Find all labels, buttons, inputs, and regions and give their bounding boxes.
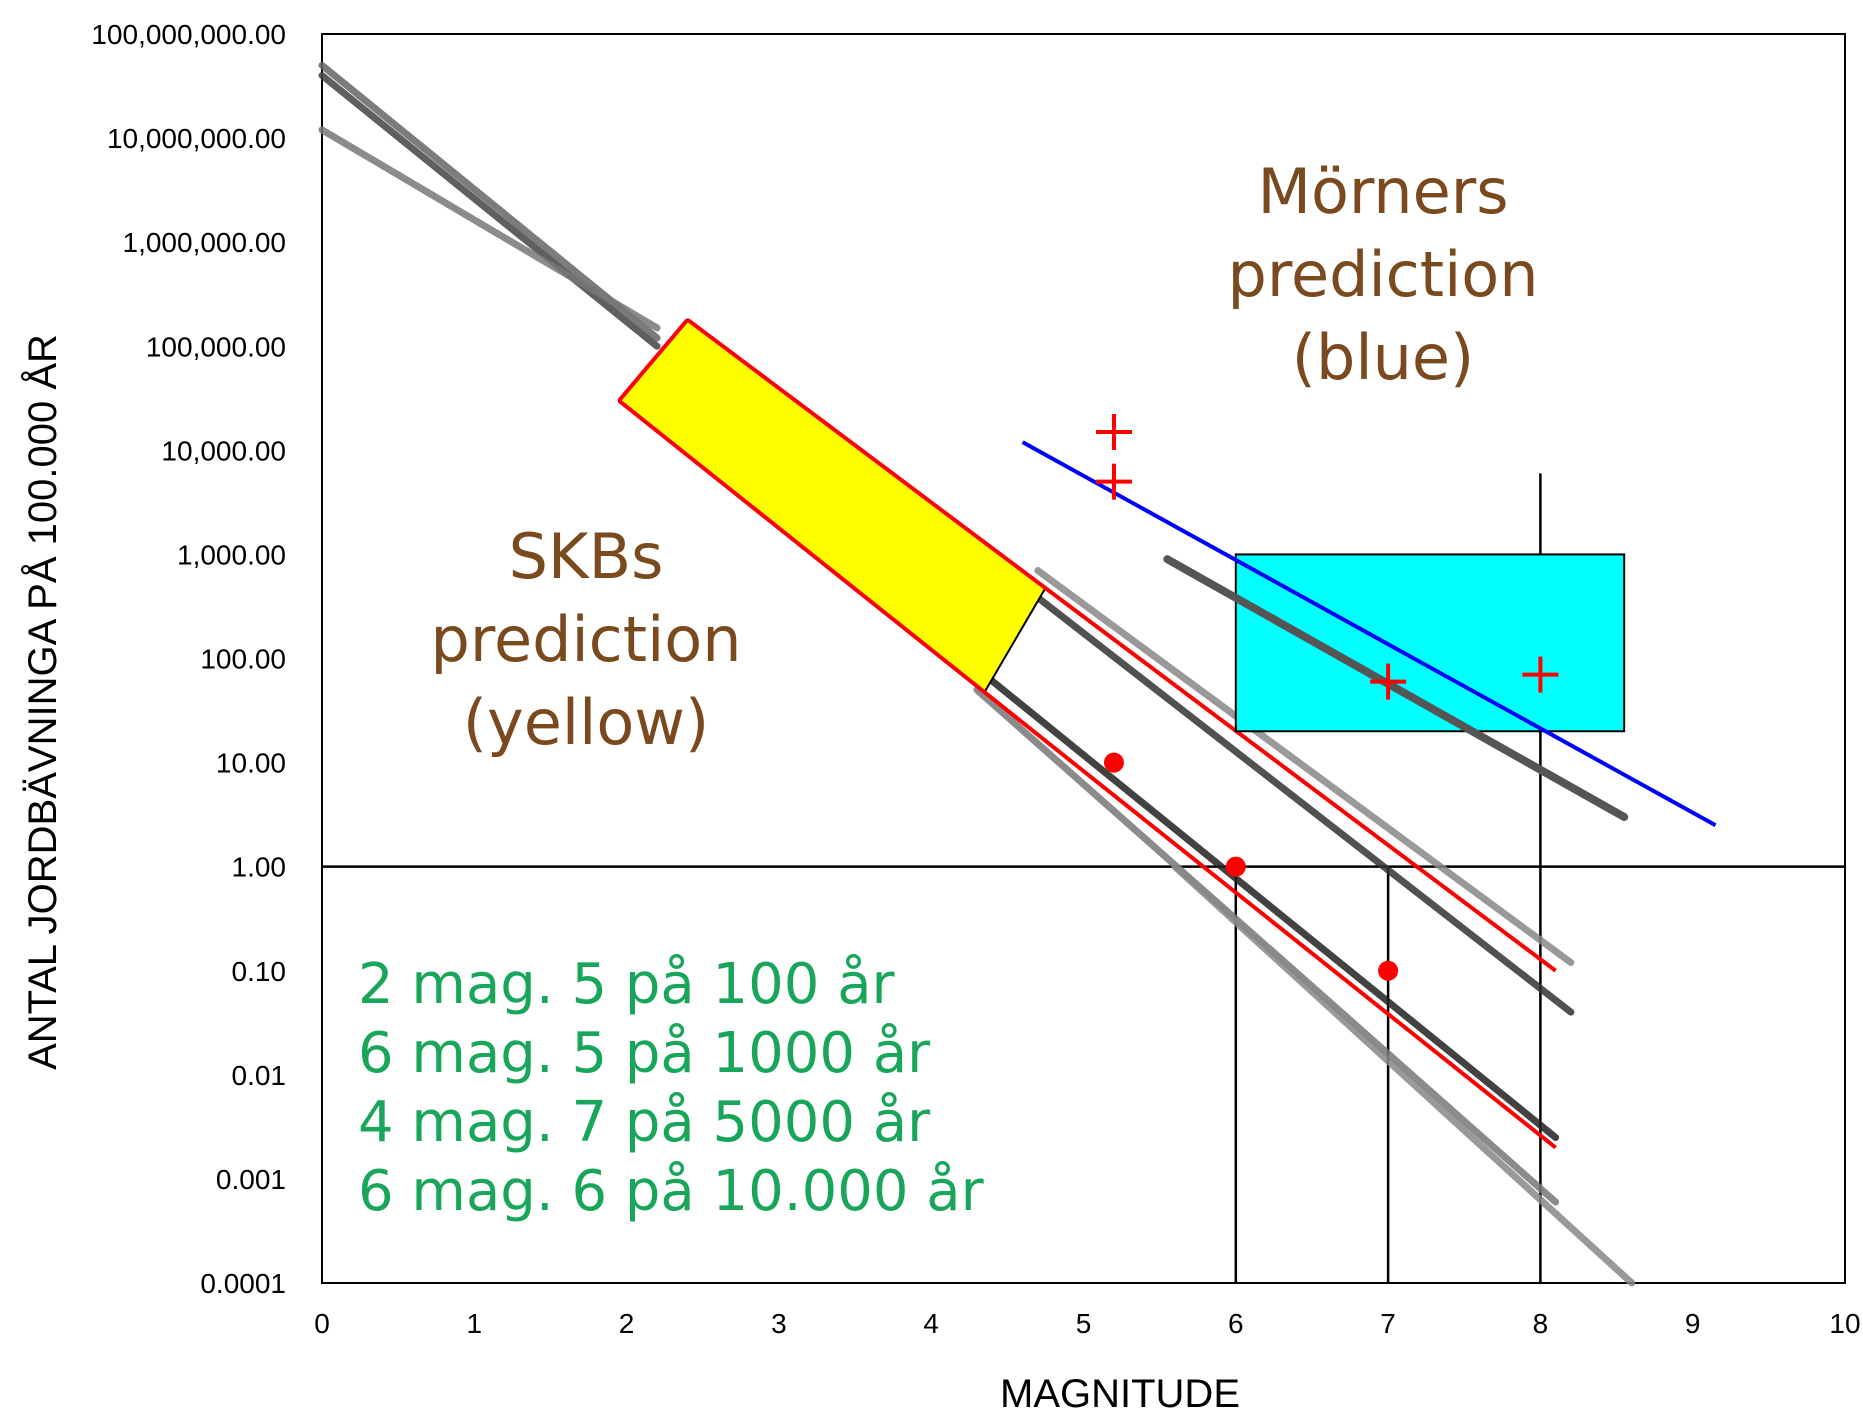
gray-lines-layer bbox=[318, 61, 1636, 1287]
y-tick-label: 100,000,000.00 bbox=[91, 19, 286, 50]
x-tick-label-7: 7 bbox=[1380, 1308, 1396, 1339]
morner-annotation: Mörners prediction (blue) bbox=[1227, 155, 1538, 394]
y-tick-label: 1,000,000.00 bbox=[123, 227, 287, 258]
skb-band-lower-edge bbox=[617, 399, 1557, 1150]
y-tick-label: 0.10 bbox=[232, 956, 287, 987]
gray-line-0 bbox=[318, 71, 661, 350]
red-cross-1 bbox=[1095, 463, 1132, 500]
morner-annotation-line-3: (blue) bbox=[1292, 321, 1474, 394]
y-tick-label: 10,000.00 bbox=[161, 435, 286, 466]
red-cross-0 bbox=[1095, 414, 1132, 451]
y-tick-label: 10,000,000.00 bbox=[107, 123, 286, 154]
gray-line-6 bbox=[1034, 567, 1575, 967]
x-axis-title: MAGNITUDE bbox=[1000, 1372, 1240, 1416]
morner-annotation-line-1: Mörners bbox=[1257, 155, 1508, 228]
gray-line-2 bbox=[318, 126, 661, 332]
y-tick-label: 100,000.00 bbox=[146, 331, 286, 362]
green-annotation-line-2: 6 mag. 5 på 1000 år bbox=[358, 1021, 931, 1086]
y-tick-label: 0.01 bbox=[232, 1060, 287, 1091]
skb-annotation-line-1: SKBs bbox=[509, 520, 664, 593]
y-axis-title: ANTAL JORDBÄVNINGA PÅ 100.000 ÅR bbox=[20, 334, 65, 1070]
skb-annotation-line-2: prediction bbox=[430, 603, 741, 676]
red-dot-2 bbox=[1378, 960, 1399, 981]
ticks-layer: 0 1 2 3 4 5 6 7 8 9 10 100,000,000.00 10,000,000.00 1… bbox=[91, 19, 1860, 1339]
red-dot-1 bbox=[1225, 856, 1246, 877]
y-tick-label: 1,000.00 bbox=[177, 539, 286, 570]
y-tick-label: 0.001 bbox=[216, 1164, 286, 1195]
morner-dark-line bbox=[1163, 555, 1629, 822]
green-annotation-line-3: 4 mag. 7 på 5000 år bbox=[358, 1090, 931, 1155]
skb-band-start-edge bbox=[617, 318, 690, 402]
green-annotation: 2 mag. 5 på 100 år 6 mag. 5 på 1000 år 4… bbox=[358, 952, 985, 1224]
markers-layer bbox=[1095, 414, 1559, 981]
gray-line-3 bbox=[973, 665, 1560, 1141]
x-tick-label-5: 5 bbox=[1076, 1308, 1092, 1339]
red-cross-3 bbox=[1522, 656, 1559, 693]
x-tick-label-4: 4 bbox=[923, 1308, 939, 1339]
plot-frame bbox=[321, 33, 1846, 1284]
x-tick-label-10: 10 bbox=[1829, 1308, 1860, 1339]
x-tick-label-3: 3 bbox=[771, 1308, 787, 1339]
y-tick-label: 1.00 bbox=[232, 852, 287, 883]
gray-line-5 bbox=[1019, 582, 1575, 1016]
morner-prediction-line bbox=[1021, 440, 1717, 827]
green-annotation-line-4: 6 mag. 6 på 10.000 år bbox=[358, 1159, 985, 1224]
x-tick-label-8: 8 bbox=[1533, 1308, 1549, 1339]
cyan-box bbox=[1234, 553, 1626, 733]
skb-band-upper-edge bbox=[686, 318, 1557, 973]
x-tick-label-2: 2 bbox=[619, 1308, 635, 1339]
red-cross-2 bbox=[1370, 663, 1407, 700]
gray-line-7 bbox=[1171, 863, 1636, 1287]
morner-annotation-line-2: prediction bbox=[1227, 238, 1538, 311]
red-dot-0 bbox=[1103, 752, 1124, 773]
y-tick-label: 10.00 bbox=[216, 748, 286, 779]
skb-annotation-line-3: (yellow) bbox=[463, 686, 709, 759]
skb-band-layer bbox=[617, 318, 1557, 1150]
x-tick-label-6: 6 bbox=[1228, 1308, 1244, 1339]
x-tick-label-9: 9 bbox=[1685, 1308, 1701, 1339]
morner-layer bbox=[1021, 440, 1717, 827]
skb-annotation: SKBs prediction (yellow) bbox=[430, 520, 741, 759]
x-tick-label-0: 0 bbox=[314, 1308, 330, 1339]
x-tick-label-1: 1 bbox=[467, 1308, 483, 1339]
y-tick-label: 100.00 bbox=[200, 644, 286, 675]
green-annotation-line-1: 2 mag. 5 på 100 år bbox=[358, 952, 896, 1017]
y-tick-label: 0.0001 bbox=[200, 1268, 286, 1299]
